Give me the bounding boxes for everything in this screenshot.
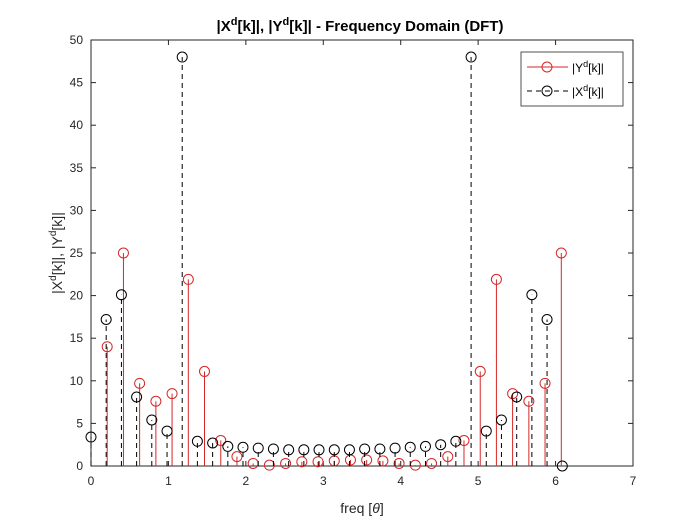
- legend-label-y: |Yd[k]|: [572, 59, 604, 75]
- stem-marker: [85, 431, 97, 443]
- chart-title: |Xd[k]|, |Yd[k]| - Frequency Domain (DFT…: [217, 16, 504, 35]
- stem-marker: [283, 444, 295, 456]
- x-tick-label: 0: [88, 474, 95, 488]
- stem-marker: [465, 51, 477, 63]
- series-y: [101, 247, 567, 471]
- stem-marker: [207, 437, 219, 449]
- stem-marker: [115, 289, 127, 301]
- stem-marker: [150, 395, 162, 407]
- stem-marker: [191, 435, 203, 447]
- x-tick-label: 6: [552, 474, 559, 488]
- stem-marker: [539, 377, 551, 389]
- y-tick-label: 0: [76, 459, 83, 473]
- x-tick-label: 7: [630, 474, 637, 488]
- y-tick-label: 35: [70, 161, 84, 175]
- stem-marker: [131, 391, 143, 403]
- stem-marker: [328, 444, 340, 456]
- y-tick-label: 45: [70, 76, 84, 90]
- stem-marker: [343, 444, 355, 456]
- stem-marker: [199, 365, 211, 377]
- stem-marker: [556, 460, 568, 472]
- plot-area: [90, 39, 634, 467]
- stem-marker: [555, 247, 567, 259]
- stem-marker: [474, 365, 486, 377]
- stem-marker: [419, 440, 431, 452]
- y-tick-label: 40: [70, 118, 84, 132]
- stem-marker: [101, 341, 113, 353]
- stem-marker: [389, 442, 401, 454]
- y-tick-label: 5: [76, 416, 83, 430]
- stem-marker: [490, 273, 502, 285]
- stem-marker: [117, 247, 129, 259]
- y-tick-label: 10: [70, 374, 84, 388]
- legend-label-x: |Xd[k]|: [572, 83, 604, 99]
- y-tick-label: 15: [70, 331, 84, 345]
- legend: |Yd[k]| |Xd[k]|: [520, 51, 624, 107]
- legend-marker-y: [541, 61, 553, 73]
- y-axis-label: |Xd[k]|, |Yd[k]|: [48, 212, 65, 294]
- stem-marker: [426, 457, 438, 469]
- stem-marker: [511, 391, 523, 403]
- stem-marker: [176, 51, 188, 63]
- x-axis-label: freq [θ]: [340, 500, 383, 516]
- stem-marker: [100, 313, 112, 325]
- y-tick-label: 30: [70, 203, 84, 217]
- stem-marker: [280, 457, 292, 469]
- stem-marker: [215, 434, 227, 446]
- stem-marker: [166, 388, 178, 400]
- stem-marker: [480, 425, 492, 437]
- stem-marker: [161, 425, 173, 437]
- stem-marker: [296, 456, 308, 468]
- x-tick-label: 2: [243, 474, 250, 488]
- stem-marker: [298, 444, 310, 456]
- stem-marker: [393, 457, 405, 469]
- stem-marker: [359, 443, 371, 455]
- legend-box: [520, 51, 624, 107]
- stem-marker: [361, 454, 373, 466]
- stem-marker: [313, 444, 325, 456]
- x-tick-label: 3: [320, 474, 327, 488]
- legend-marker-x: [541, 85, 553, 97]
- stem-marker: [458, 434, 470, 446]
- stem-marker: [374, 443, 386, 455]
- y-tick-label: 20: [70, 289, 84, 303]
- stem-marker: [526, 289, 538, 301]
- x-tick-label: 4: [397, 474, 404, 488]
- stem-marker: [312, 456, 324, 468]
- stem-marker: [404, 441, 416, 453]
- stem-marker: [377, 455, 389, 467]
- y-tick-label: 50: [70, 33, 84, 47]
- stem-marker: [252, 442, 264, 454]
- stem-marker: [146, 414, 158, 426]
- stem-marker: [237, 441, 249, 453]
- stem-marker: [442, 451, 454, 463]
- stem-marker: [263, 459, 275, 471]
- stem-marker: [435, 439, 447, 451]
- stem-marker: [523, 395, 535, 407]
- stem-marker: [507, 388, 519, 400]
- series-layer: [85, 51, 568, 472]
- stem-marker: [222, 440, 234, 452]
- stem-marker: [495, 414, 507, 426]
- stem-marker: [231, 451, 243, 463]
- y-tick-label: 25: [70, 246, 84, 260]
- stem-marker: [541, 313, 553, 325]
- x-tick-label: 5: [475, 474, 482, 488]
- stem-marker: [182, 273, 194, 285]
- series-x: [85, 51, 568, 472]
- stem-marker: [134, 377, 146, 389]
- stem-marker: [450, 435, 462, 447]
- x-tick-label: 1: [165, 474, 172, 488]
- stem-marker: [267, 443, 279, 455]
